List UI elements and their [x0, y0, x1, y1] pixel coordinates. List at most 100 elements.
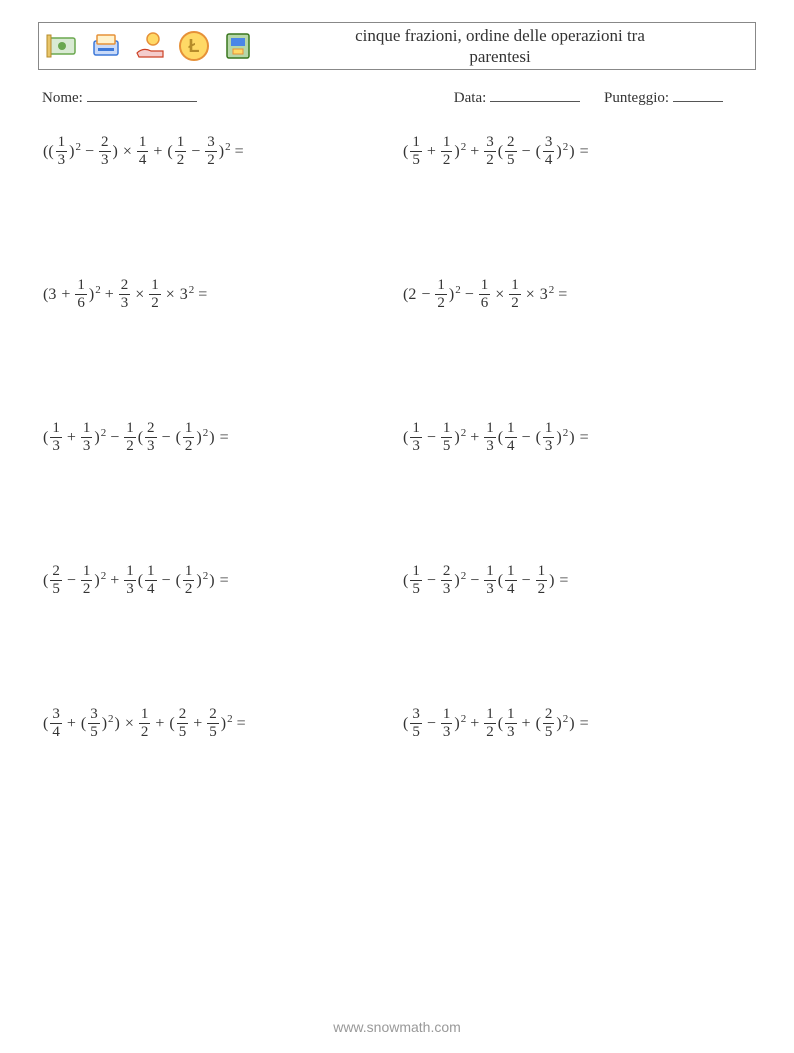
exponent: 2	[563, 714, 569, 725]
math-text: (	[498, 144, 503, 160]
math-text: )	[556, 716, 561, 732]
fraction: 13	[505, 707, 517, 740]
fraction: 15	[441, 421, 453, 454]
fraction: 13	[543, 421, 555, 454]
math-text: (	[498, 716, 503, 732]
math-text: )	[569, 716, 574, 732]
math-text: (	[43, 716, 48, 732]
fraction: 35	[88, 707, 100, 740]
operator: +	[470, 716, 479, 732]
fraction: 15	[410, 135, 422, 168]
problem-6: (13−15)2+13(14−(13)2)=	[402, 421, 752, 454]
problems-grid: ((13)2−23)×14+(12−32)2=(15+12)2+32(25−(3…	[38, 135, 756, 740]
math-text: )	[556, 144, 561, 160]
operator: +	[155, 716, 164, 732]
operator: ×	[125, 716, 134, 732]
math-text: )	[454, 573, 459, 589]
exponent: 2	[95, 285, 101, 296]
math-text: (2	[403, 287, 416, 303]
math-text: (	[138, 430, 143, 446]
fraction: 12	[175, 135, 187, 168]
operator: =	[558, 287, 567, 303]
fraction: 14	[137, 135, 149, 168]
operator: =	[220, 573, 229, 589]
fraction: 16	[479, 278, 491, 311]
operator: =	[237, 716, 246, 732]
fraction: 25	[207, 707, 219, 740]
fraction: 16	[75, 278, 87, 311]
fraction: 14	[145, 564, 157, 597]
operator: −	[85, 144, 94, 160]
math-text: )	[569, 430, 574, 446]
math-text: )	[454, 430, 459, 446]
exponent: 2	[461, 571, 467, 582]
operator: −	[470, 573, 479, 589]
operator: +	[470, 430, 479, 446]
fraction: 14	[505, 421, 517, 454]
operator: ×	[495, 287, 504, 303]
fraction: 13	[410, 421, 422, 454]
math-text: )	[569, 144, 574, 160]
fraction: 12	[183, 564, 195, 597]
operator: +	[153, 144, 162, 160]
fraction: 23	[145, 421, 157, 454]
header-icons: Ł	[39, 29, 255, 63]
exponent: 2	[563, 142, 569, 153]
date-label: Data:	[454, 90, 486, 106]
worksheet-page: Ł cinque frazioni, ordine delle operazio…	[0, 0, 794, 1053]
date-blank[interactable]	[490, 88, 580, 102]
fraction: 12	[81, 564, 93, 597]
operator: −	[522, 573, 531, 589]
operator: ×	[166, 287, 175, 303]
header-box: Ł cinque frazioni, ordine delle operazio…	[38, 22, 756, 70]
math-text: (	[403, 573, 408, 589]
problem-3: (3+16)2+23×12×32=	[42, 278, 392, 311]
math-text: )	[196, 573, 201, 589]
fraction: 13	[484, 421, 496, 454]
math-text: ((	[43, 144, 54, 160]
math-text: 3	[180, 287, 188, 303]
problem-2: (15+12)2+32(25−(34)2)=	[402, 135, 752, 168]
score-label: Punteggio:	[604, 90, 669, 106]
exponent: 2	[203, 428, 209, 439]
fraction: 34	[50, 707, 62, 740]
math-text: (	[81, 716, 86, 732]
operator: =	[580, 144, 589, 160]
operator: −	[465, 287, 474, 303]
fraction: 12	[139, 707, 151, 740]
math-text: (	[403, 430, 408, 446]
fraction: 23	[441, 564, 453, 597]
name-blank[interactable]	[87, 88, 197, 102]
score-blank[interactable]	[673, 88, 723, 102]
math-text: 3	[540, 287, 548, 303]
math-text: (	[403, 716, 408, 732]
math-text: )	[221, 716, 226, 732]
svg-text:Ł: Ł	[189, 36, 200, 56]
operator: =	[559, 573, 568, 589]
problem-10: (35−13)2+12(13+(25)2)=	[402, 707, 752, 740]
operator: −	[421, 287, 430, 303]
math-text: (	[138, 573, 143, 589]
operator: −	[522, 144, 531, 160]
exponent: 2	[189, 285, 195, 296]
litecoin-icon: Ł	[177, 29, 211, 63]
fraction: 12	[441, 135, 453, 168]
operator: −	[191, 144, 200, 160]
exponent: 2	[461, 428, 467, 439]
fraction: 35	[410, 707, 422, 740]
footer-url: www.snowmath.com	[0, 1019, 794, 1035]
operator: +	[67, 430, 76, 446]
operator: −	[427, 573, 436, 589]
exponent: 2	[101, 428, 107, 439]
exponent: 2	[461, 142, 467, 153]
math-text: )	[94, 430, 99, 446]
math-text: )	[219, 144, 224, 160]
math-text: (	[536, 716, 541, 732]
operator: =	[220, 430, 229, 446]
math-text: )	[89, 287, 94, 303]
fraction: 12	[509, 278, 521, 311]
math-text: (	[43, 573, 48, 589]
operator: −	[427, 716, 436, 732]
math-text: )	[556, 430, 561, 446]
math-text: (	[536, 430, 541, 446]
